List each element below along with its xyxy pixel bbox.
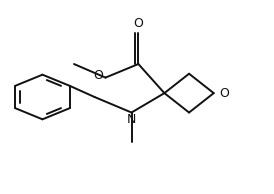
- Text: O: O: [133, 17, 143, 30]
- Text: N: N: [127, 113, 136, 126]
- Text: O: O: [93, 69, 103, 82]
- Text: O: O: [219, 87, 229, 100]
